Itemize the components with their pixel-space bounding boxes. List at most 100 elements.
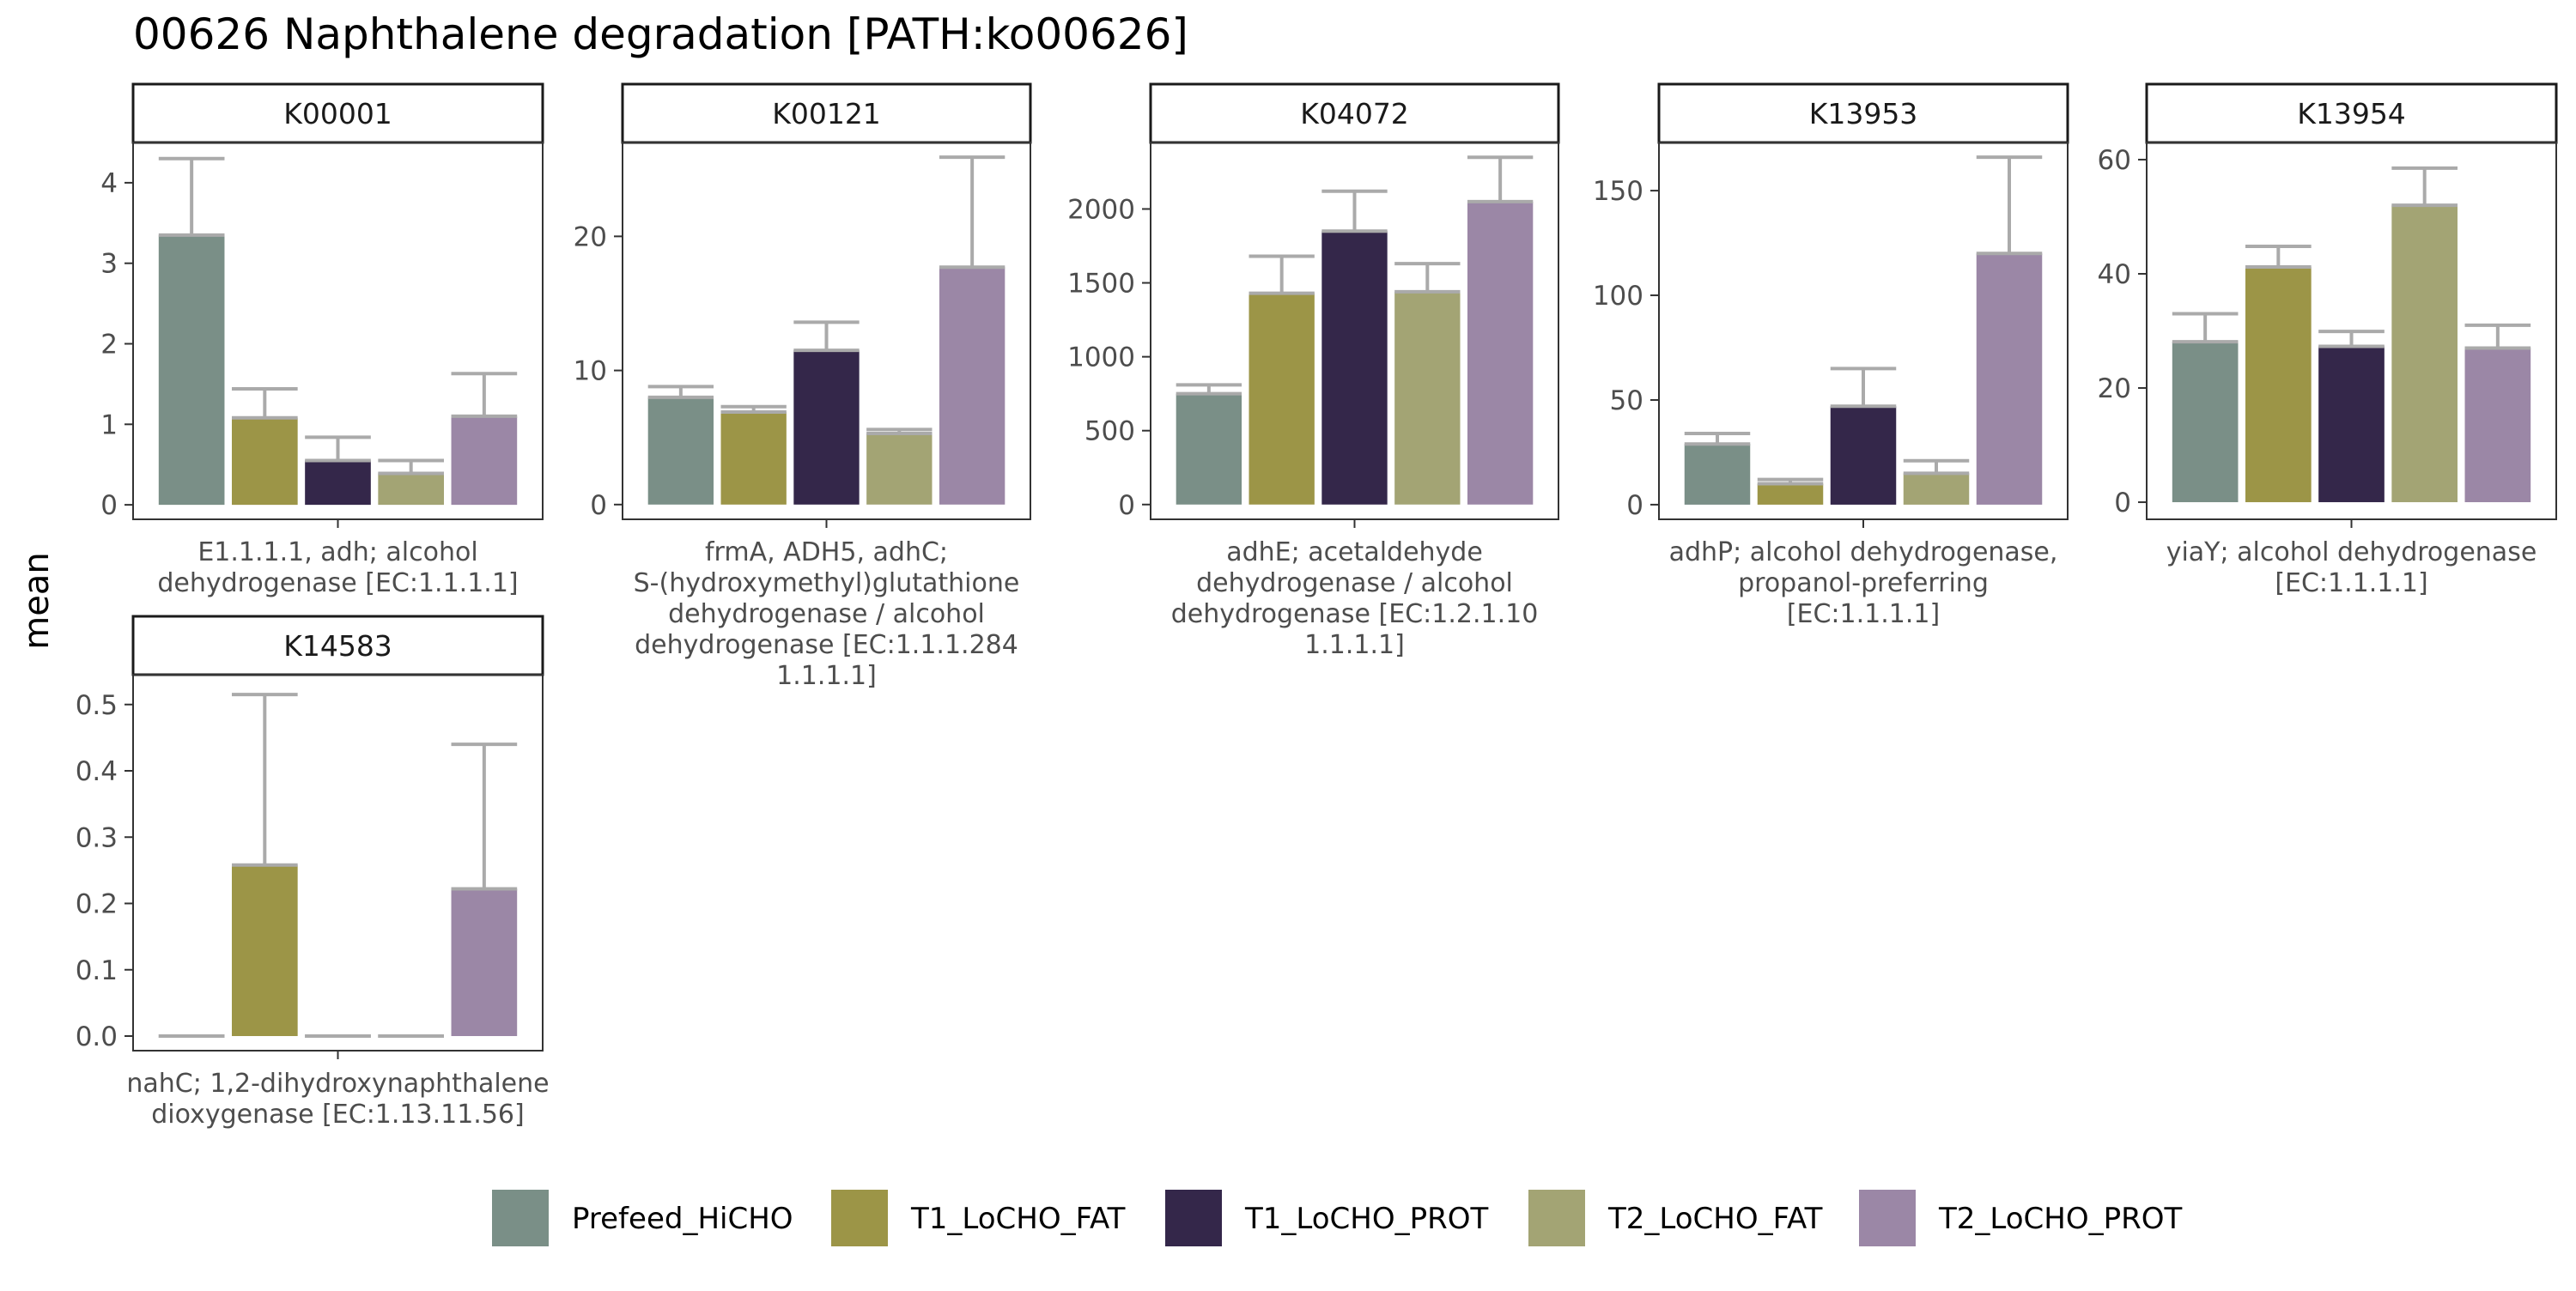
category-label-line: dioxygenase [EC:1.13.11.56] xyxy=(151,1100,524,1130)
error-bar-t1_locho_fat xyxy=(231,693,298,867)
legend-item-t2_locho_prot: T2_LoCHO_PROT xyxy=(1859,1190,2183,1246)
category-label-line: 1.1.1.1] xyxy=(776,661,877,691)
legend: Prefeed_HiCHO T1_LoCHO_FAT T1_LoCHO_PROT T2… xyxy=(492,1190,2183,1246)
legend-key xyxy=(492,1190,549,1246)
error-bar-t2_locho_fat xyxy=(1903,458,1970,476)
facet-strip-label: K13953 xyxy=(1809,97,1918,130)
y-tick-label: 10 xyxy=(574,356,607,387)
y-tick-label: 0 xyxy=(590,490,607,521)
y-tick-label: 0.3 xyxy=(76,822,118,853)
error-bar-t1_locho_fat xyxy=(231,387,298,420)
y-tick-label: 0.0 xyxy=(76,1021,118,1052)
bar-t2_locho_fat xyxy=(1903,473,1970,505)
facet-strip xyxy=(621,82,1032,144)
y-tick-label: 3 xyxy=(100,249,118,280)
legend-label: T2_LoCHO_FAT xyxy=(1607,1202,1823,1236)
category-label-line: frmA, ADH5, adhC; xyxy=(705,537,948,567)
error-bar-t2_locho_prot xyxy=(2464,323,2531,350)
facet-strip-label: K04072 xyxy=(1300,97,1409,130)
y-tick-label: 50 xyxy=(1610,385,1643,416)
error-bar-t2_locho_prot xyxy=(939,155,1005,270)
y-tick-label: 20 xyxy=(574,221,607,252)
category-label-line: dehydrogenase [EC:1.1.1.284 xyxy=(635,630,1018,660)
facet-panel-k00001: K00001 0 1 2 3 4 E1.1.1.1, adh; alcohol dehydro… xyxy=(100,82,544,598)
bar-prefeed_hicho xyxy=(1176,393,1242,505)
bar-t1_locho_fat xyxy=(1757,483,1824,505)
category-label-line: 1.1.1.1] xyxy=(1304,630,1405,660)
error-bar-t1_locho_fat xyxy=(720,404,787,415)
error-bar-t2_locho_prot xyxy=(451,742,518,891)
category-label: adhE; acetaldehyde dehydrogenase / alcoho… xyxy=(1171,537,1539,660)
y-tick-label: 0.4 xyxy=(76,756,118,787)
legend-label: T1_LoCHO_PROT xyxy=(1244,1202,1489,1236)
bar-t2_locho_fat xyxy=(866,433,933,505)
category-label: adhP; alcohol dehydrogenase, propanol-pre… xyxy=(1669,537,2058,629)
bar-t1_locho_fat xyxy=(1249,293,1315,505)
y-tick-label: 150 xyxy=(1593,176,1643,207)
facet-strip-label: K13954 xyxy=(2297,97,2406,130)
legend-item-prefeed_hicho: Prefeed_HiCHO xyxy=(492,1190,793,1246)
error-bar-t1_locho_fat xyxy=(1249,254,1315,295)
y-axis-title: mean xyxy=(17,552,57,649)
bar-prefeed_hicho xyxy=(647,397,714,505)
bar-t2_locho_prot xyxy=(939,267,1005,505)
category-label: yiaY; alcohol dehydrogenase [EC:1.1.1.1] xyxy=(2166,537,2537,598)
error-bar-t1_locho_prot xyxy=(305,435,371,463)
facet-strip xyxy=(2145,82,2558,144)
y-tick-label: 1500 xyxy=(1067,269,1135,300)
bar-t2_locho_prot xyxy=(451,415,518,506)
category-label-line: dehydrogenase [EC:1.1.1.1] xyxy=(157,568,518,598)
error-bar-prefeed_hicho xyxy=(1176,383,1242,396)
facet-panel-k04072: K04072 0 500 1000 1500 2000 adhE; acetaldehyde… xyxy=(1067,82,1560,660)
y-tick-label: 2000 xyxy=(1067,194,1135,225)
y-tick-label: 0 xyxy=(1118,490,1135,521)
category-label: nahC; 1,2-dihydroxynaphthalene dioxygenas… xyxy=(126,1069,549,1130)
error-bar-t2_locho_prot xyxy=(451,372,518,418)
bar-t1_locho_prot xyxy=(305,460,371,506)
category-label-line: dehydrogenase / alcohol xyxy=(1196,568,1513,598)
error-bar-t1_locho_fat xyxy=(1757,477,1824,486)
legend-key xyxy=(1859,1190,1916,1246)
error-bar-prefeed_hicho xyxy=(2172,312,2239,344)
error-bar-prefeed_hicho xyxy=(647,385,714,399)
bar-t1_locho_prot xyxy=(1321,231,1388,505)
error-bar-prefeed_hicho xyxy=(1684,432,1751,446)
bar-t2_locho_prot xyxy=(1976,253,2043,505)
y-tick-label: 4 xyxy=(100,168,118,199)
category-label: E1.1.1.1, adh; alcohol dehydrogenase [EC:… xyxy=(157,537,518,598)
bar-prefeed_hicho xyxy=(158,234,225,506)
y-tick-label: 60 xyxy=(2098,145,2131,176)
bar-t1_locho_fat xyxy=(231,417,298,506)
bar-t2_locho_fat xyxy=(2391,205,2458,503)
y-tick-label: 0 xyxy=(100,490,118,521)
facet-panel-k13953: K13953 0 50 100 150 adhP; alcohol dehydrogena… xyxy=(1593,82,2069,629)
category-label-line: yiaY; alcohol dehydrogenase xyxy=(2166,537,2537,567)
bar-prefeed_hicho xyxy=(2172,342,2239,503)
bar-t1_locho_prot xyxy=(2318,346,2385,503)
error-bar-t1_locho_prot xyxy=(793,320,860,353)
bar-t1_locho_fat xyxy=(2245,267,2312,503)
facet-strip xyxy=(1149,82,1560,144)
bar-t2_locho_fat xyxy=(378,473,445,506)
facet-panel-k14583: K14583 0.0 0.1 0.2 0.3 0.4 0.5 nahC; 1,2-dihydr… xyxy=(76,615,550,1130)
category-label-line: S-(hydroxymethyl)glutathione xyxy=(634,568,1020,598)
facet-strip xyxy=(131,615,544,676)
error-bar-t1_locho_prot xyxy=(1321,189,1388,233)
error-bar-t2_locho_fat xyxy=(1394,262,1461,294)
error-bar-t1_locho_prot xyxy=(1830,367,1897,409)
y-tick-label: 20 xyxy=(2098,373,2131,404)
facet-panel-k13954: K13954 0 20 40 60 yiaY; alcohol dehydrogenase… xyxy=(2098,82,2558,598)
legend-label: T2_LoCHO_PROT xyxy=(1938,1202,2183,1236)
category-label-line: nahC; 1,2-dihydroxynaphthalene xyxy=(126,1069,549,1099)
bar-t1_locho_prot xyxy=(793,350,860,505)
category-label-line: E1.1.1.1, adh; alcohol xyxy=(197,537,477,567)
y-tick-label: 500 xyxy=(1084,416,1135,447)
legend-key xyxy=(1165,1190,1222,1246)
facet-strip-label: K00001 xyxy=(283,97,392,130)
error-bar-t2_locho_prot xyxy=(1976,155,2043,256)
category-label: frmA, ADH5, adhC; S-(hydroxymethyl)glutat… xyxy=(634,537,1020,691)
bar-t1_locho_prot xyxy=(1830,406,1897,505)
y-tick-label: 40 xyxy=(2098,259,2131,290)
facet-strip-label: K00121 xyxy=(772,97,881,130)
category-label-line: adhP; alcohol dehydrogenase, xyxy=(1669,537,2058,567)
